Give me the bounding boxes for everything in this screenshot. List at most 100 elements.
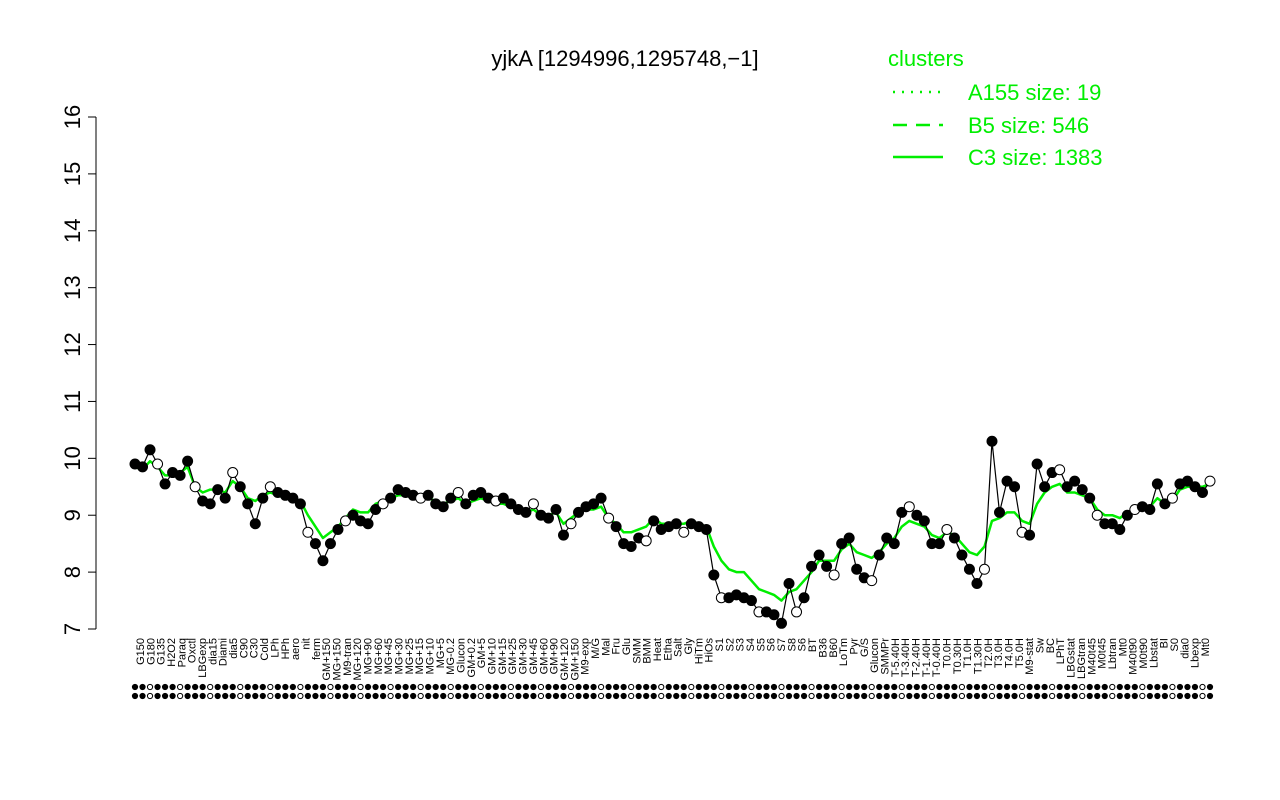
x-tick-label: LBGexp xyxy=(197,638,209,678)
rug-mark xyxy=(304,683,312,691)
data-point xyxy=(768,609,780,621)
rug-mark xyxy=(831,692,838,700)
data-point xyxy=(505,498,517,510)
x-tick-label: B60 xyxy=(828,638,840,658)
rug-mark xyxy=(658,692,665,700)
data-point xyxy=(821,560,833,572)
rug-mark xyxy=(282,683,289,691)
x-tick-label: Mt0 xyxy=(1117,638,1129,656)
x-tick-label: T1.30H xyxy=(973,638,985,674)
x-tick-label: HPh xyxy=(280,638,292,659)
data-point xyxy=(302,526,314,538)
rug-mark xyxy=(846,683,853,691)
rug-mark xyxy=(131,683,139,691)
rug-mark xyxy=(462,683,469,691)
y-tick-label: 13 xyxy=(60,275,85,299)
cluster-line xyxy=(134,459,1211,602)
data-point xyxy=(520,506,532,518)
rug-mark xyxy=(364,692,372,700)
x-tick-label: dia5 xyxy=(228,638,240,659)
rug-mark xyxy=(334,692,342,700)
rug-mark xyxy=(1154,692,1161,700)
rug-mark xyxy=(650,692,657,700)
x-tick-label: M9-stat xyxy=(1024,638,1036,675)
rug-mark xyxy=(372,692,379,700)
rug-mark xyxy=(695,683,702,691)
x-tick-label: Pyr xyxy=(848,638,860,655)
rug-mark xyxy=(237,692,244,700)
rug-mark xyxy=(981,692,988,700)
rug-mark xyxy=(1026,692,1033,700)
rug-mark xyxy=(680,692,687,700)
rug-mark xyxy=(207,692,214,700)
rug-mark xyxy=(462,692,469,700)
y-axis: 7 8 9 10 11 12 13 14 15 16 xyxy=(60,105,97,635)
rug-mark xyxy=(1169,683,1176,691)
rug-mark xyxy=(410,692,417,700)
rug-mark xyxy=(492,692,499,700)
rug-mark xyxy=(635,692,642,700)
rug-mark xyxy=(530,692,537,700)
rug-mark xyxy=(199,692,206,700)
rug-mark xyxy=(274,683,281,691)
data-point xyxy=(189,481,201,493)
rug-mark xyxy=(192,683,199,691)
rug-mark xyxy=(177,692,184,700)
rug-mark xyxy=(214,692,221,700)
x-tick-label: Lbstat xyxy=(1148,638,1160,668)
rug-mark xyxy=(921,692,928,700)
data-point xyxy=(678,526,690,538)
x-tick-label: M40t45 xyxy=(1086,638,1098,675)
data-point xyxy=(152,458,164,470)
rug-mark xyxy=(417,683,424,691)
data-point xyxy=(1084,492,1096,504)
rug-mark xyxy=(432,683,439,691)
x-tick-label: MG+45 xyxy=(383,638,395,674)
rug-mark xyxy=(1079,683,1086,691)
data-point xyxy=(460,498,472,510)
x-tick-label: HiTm xyxy=(693,638,705,664)
rug-mark xyxy=(1199,683,1206,691)
x-tick-label: Glu xyxy=(621,638,633,655)
rug-mark xyxy=(319,683,327,691)
rug-mark xyxy=(515,692,522,700)
x-tick-label: T5.0H xyxy=(1014,638,1026,668)
rug-mark xyxy=(327,692,334,700)
rug-mark xyxy=(1146,683,1153,691)
x-tick-label: Glucon xyxy=(869,638,881,673)
x-tick-label: LoTm xyxy=(838,638,850,666)
rug-mark xyxy=(342,683,349,691)
x-tick-label: S6 xyxy=(766,638,778,651)
rug-mark xyxy=(628,683,635,691)
rug-mark xyxy=(1131,683,1138,691)
rug-mark xyxy=(1169,692,1176,700)
rug-mark xyxy=(161,692,169,700)
rug-mark xyxy=(620,692,627,700)
rug-mark xyxy=(432,692,439,700)
data-point xyxy=(1114,523,1126,535)
data-point xyxy=(287,492,299,504)
rug-mark xyxy=(455,683,462,691)
x-tick-label: GM+90 xyxy=(549,638,561,674)
rug-mark xyxy=(1109,683,1116,691)
rug-mark xyxy=(808,683,815,691)
rug-mark xyxy=(545,692,552,700)
rug-mark xyxy=(838,692,845,700)
data-point xyxy=(1061,481,1073,493)
data-point xyxy=(896,506,908,518)
rug-mark xyxy=(455,692,462,700)
data-point xyxy=(475,486,487,498)
rug-mark xyxy=(1116,683,1123,691)
rug-mark xyxy=(199,683,206,691)
data-point xyxy=(527,498,539,510)
rug-mark xyxy=(395,692,402,700)
cluster-line-layer xyxy=(134,459,1211,602)
rug-mark xyxy=(1176,683,1184,691)
rug-mark xyxy=(267,683,274,691)
data-point xyxy=(1001,475,1013,487)
rug-mark xyxy=(853,692,860,700)
rug-mark xyxy=(402,692,409,700)
rug-mark xyxy=(515,683,522,691)
data-point xyxy=(813,549,825,561)
rug-mark xyxy=(725,692,732,700)
